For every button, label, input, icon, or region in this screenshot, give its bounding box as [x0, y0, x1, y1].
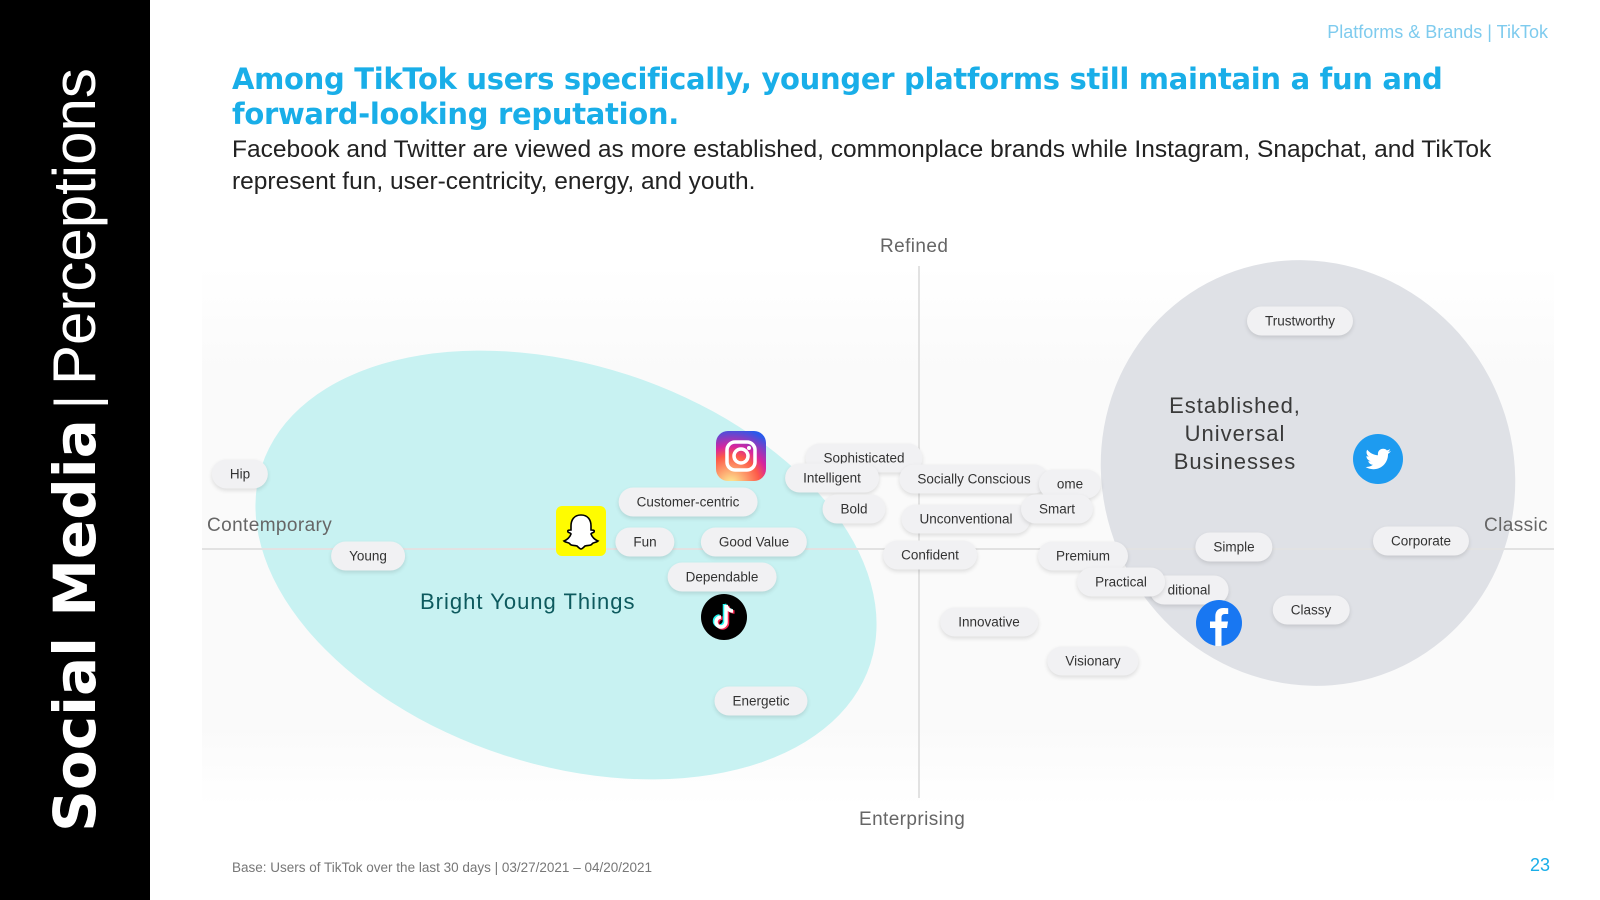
- cluster-label-established: Established, Universal Businesses: [1169, 393, 1301, 474]
- section-label: Platforms & Brands | TikTok: [1327, 22, 1548, 42]
- attribute-wholesome-partial: ome: [1038, 469, 1102, 499]
- attribute-smart: Smart: [1020, 494, 1094, 524]
- sidebar-title-light: Perceptions: [41, 68, 108, 385]
- page-number: 23: [1529, 855, 1550, 875]
- attribute-corporate: Corporate: [1372, 526, 1470, 556]
- attribute-young: Young: [331, 541, 405, 571]
- attribute-practical: Practical: [1077, 567, 1165, 597]
- attribute-visionary: Visionary: [1047, 646, 1139, 676]
- attribute-good-value: Good Value: [700, 527, 808, 557]
- attribute-trustworthy: Trustworthy: [1246, 306, 1354, 336]
- sidebar-title: Social Media | Perceptions: [41, 68, 109, 832]
- sidebar-title-bold: Social Media: [41, 419, 109, 832]
- attribute-fun: Fun: [615, 527, 675, 557]
- instagram-icon: [716, 431, 766, 481]
- attribute-dependable: Dependable: [667, 562, 777, 592]
- cluster-label-young: Bright Young Things: [420, 589, 636, 614]
- snapchat-icon: [556, 506, 606, 556]
- attribute-intelligent: Intelligent: [785, 463, 879, 493]
- attribute-premium: Premium: [1037, 541, 1129, 571]
- axis-label-contemporary: Contemporary: [207, 515, 333, 536]
- sidebar: Social Media | Perceptions: [0, 0, 150, 900]
- horizontal-axis: [202, 548, 1554, 550]
- attribute-hip: Hip: [211, 459, 269, 489]
- sidebar-title-separator: |: [45, 392, 108, 412]
- attribute-socially-conscious: Socially Conscious: [899, 464, 1049, 494]
- attribute-innovative: Innovative: [940, 607, 1038, 637]
- attribute-classy: Classy: [1272, 595, 1350, 625]
- attribute-energetic: Energetic: [714, 686, 808, 716]
- footer-base-note: Base: Users of TikTok over the last 30 d…: [232, 860, 653, 875]
- tiktok-icon: [701, 594, 747, 640]
- attribute-simple: Simple: [1195, 532, 1273, 562]
- twitter-icon: [1353, 434, 1403, 484]
- axis-label-enterprising: Enterprising: [859, 809, 966, 830]
- attribute-confident: Confident: [883, 540, 977, 570]
- axis-label-refined: Refined: [880, 236, 949, 257]
- attribute-unconventional: Unconventional: [901, 504, 1031, 534]
- page-subhead: Facebook and Twitter are viewed as more …: [232, 136, 1492, 195]
- axis-label-classic: Classic: [1484, 515, 1549, 536]
- facebook-icon: [1196, 600, 1242, 646]
- attribute-bold: Bold: [822, 494, 886, 524]
- page-headline: Among TikTok users specifically, younger…: [232, 62, 1443, 131]
- attribute-customer-centric: Customer-centric: [618, 487, 758, 517]
